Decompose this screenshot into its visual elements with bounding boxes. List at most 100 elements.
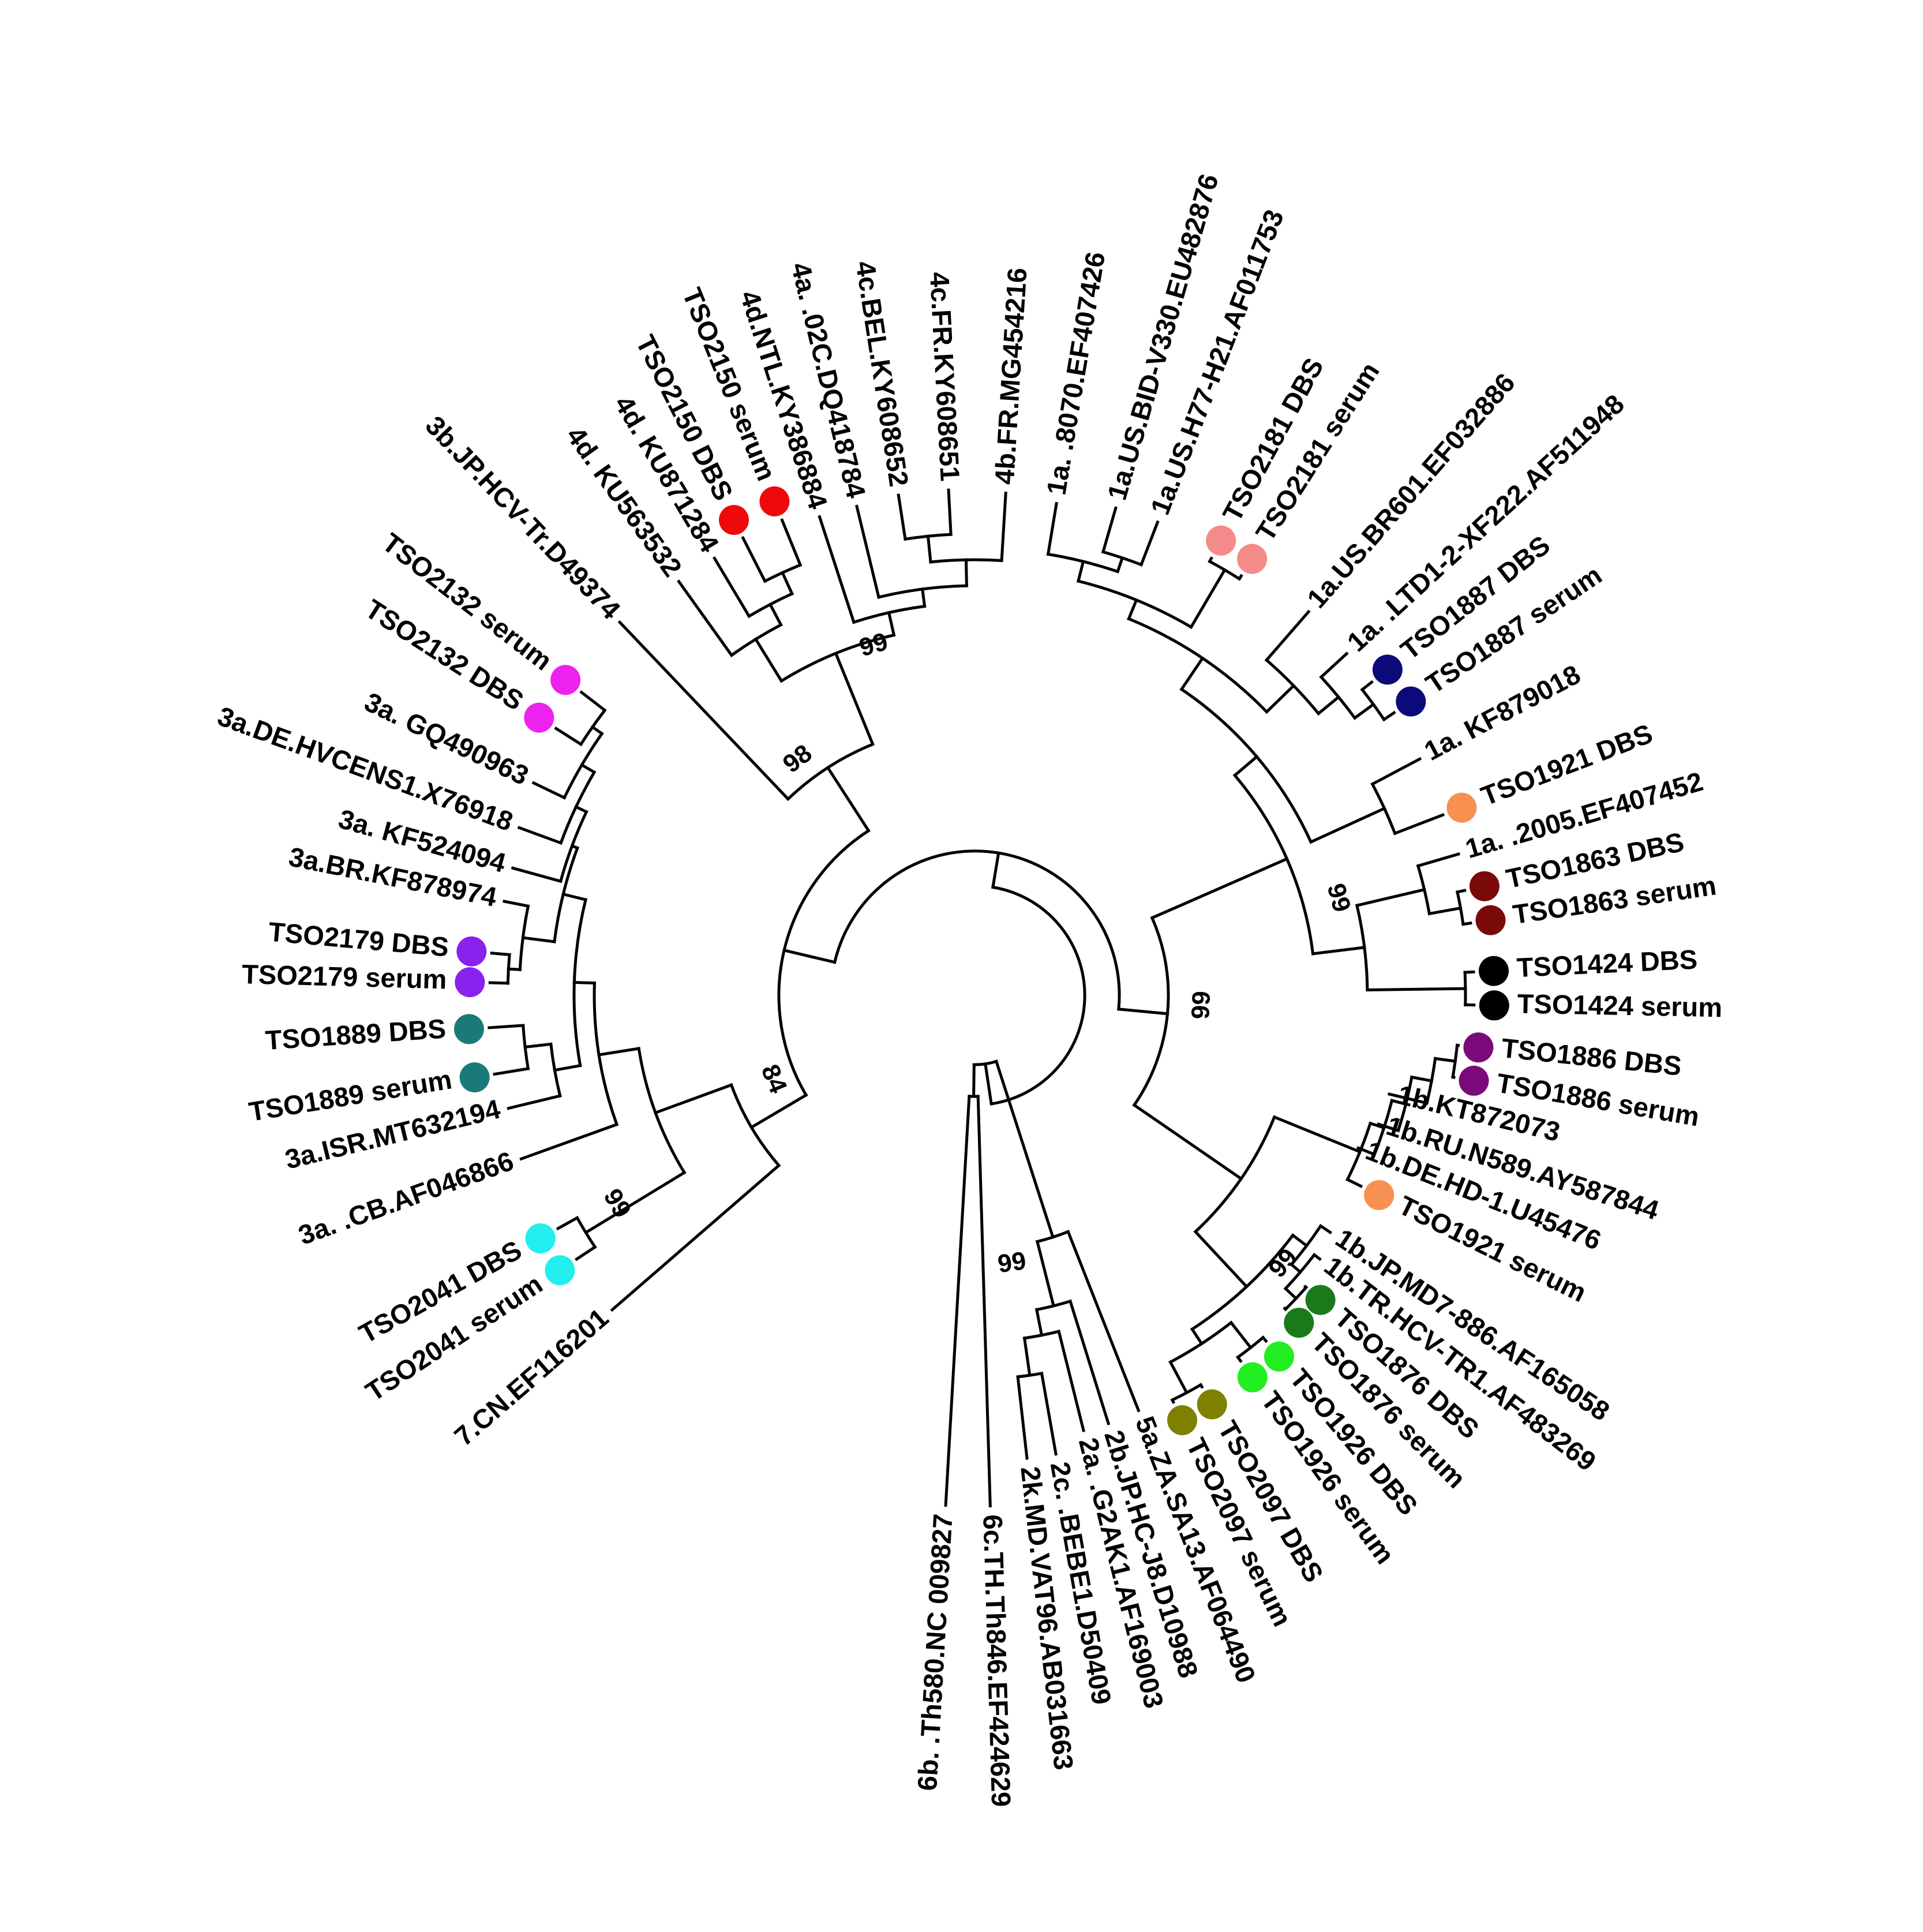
branch-segment: [1390, 1099, 1408, 1106]
branch-segment: [490, 951, 511, 957]
branch-segment: [944, 1095, 971, 1507]
sample-marker: [456, 936, 487, 967]
branch-segment: [834, 652, 875, 746]
branch-arc: [1076, 579, 1193, 630]
branch-segment: [1076, 559, 1085, 583]
branch-arc: [1132, 916, 1170, 1107]
bootstrap-value: 99: [598, 1184, 636, 1223]
branch-segment: [1229, 1320, 1253, 1350]
sample-marker: [1305, 1285, 1336, 1315]
bootstrap-value: 84: [756, 1061, 793, 1098]
branch-arc: [876, 584, 968, 599]
branch-segment: [1356, 1146, 1377, 1156]
branch-arc: [506, 953, 511, 985]
branch-segment: [1116, 556, 1124, 574]
branch-segment: [493, 1067, 530, 1076]
branch-arc: [972, 1059, 998, 1066]
branch-segment: [1370, 757, 1422, 787]
branch-arc: [1232, 773, 1315, 956]
branch-arc: [1345, 1121, 1373, 1182]
branch-segment: [597, 1047, 641, 1057]
branch-segment: [1193, 1229, 1249, 1289]
branch-segment: [1289, 1262, 1303, 1274]
sample-marker: [1446, 792, 1477, 823]
branch-segment: [887, 611, 896, 637]
branch-segment: [1189, 568, 1227, 630]
branch-segment: [1068, 1299, 1111, 1425]
branch-segment: [561, 892, 588, 902]
branch-segment: [712, 556, 751, 619]
branch-arc: [1016, 1372, 1044, 1379]
branch-segment: [782, 948, 837, 964]
sample-marker: [1264, 1341, 1294, 1372]
sample-marker: [459, 1062, 490, 1092]
sample-marker: [719, 505, 749, 535]
branch-arc: [562, 731, 604, 800]
branch-segment: [1377, 1122, 1400, 1133]
sample-marker: [1364, 1180, 1395, 1210]
branch-segment: [1035, 1240, 1056, 1308]
tree-branches: [488, 488, 1476, 1508]
branch-segment: [1360, 680, 1374, 692]
branch-segment: [1456, 889, 1467, 894]
branch-segment: [503, 900, 530, 908]
branch-segment: [768, 602, 783, 627]
branch-arc: [779, 633, 896, 683]
branch-arc: [989, 885, 1086, 1106]
branch-segment: [1311, 946, 1366, 956]
branch-segment: [583, 1170, 687, 1235]
branch-segment: [1393, 813, 1445, 836]
branch-arc: [1208, 559, 1242, 581]
branch-segment: [1433, 1057, 1457, 1063]
branch-arc: [1179, 687, 1313, 844]
branch-arc: [575, 1215, 597, 1249]
branch-segment: [610, 1163, 781, 1312]
branch-segment: [531, 781, 567, 800]
branch-segment: [573, 804, 588, 814]
branch-segment: [1066, 1230, 1141, 1413]
branch-segment: [1000, 491, 1007, 563]
branch-segment: [1168, 1360, 1189, 1395]
branch-arc: [1046, 552, 1120, 574]
branch-segment: [1022, 1336, 1032, 1377]
bootstrap-value: 99: [1322, 881, 1356, 915]
branch-arc: [1170, 1383, 1203, 1402]
branch-segment: [920, 587, 927, 608]
sample-marker: [1167, 1405, 1197, 1436]
branch-arc: [763, 563, 803, 583]
branch-arc: [1355, 904, 1369, 992]
branch-segment: [1057, 1330, 1086, 1432]
branch-segment: [1291, 1233, 1309, 1248]
branch-segment: [1236, 1355, 1243, 1363]
sample-marker: [1479, 956, 1509, 986]
branch-segment: [1461, 921, 1472, 926]
branch-segment: [991, 851, 1000, 889]
branch-segment: [1208, 556, 1213, 564]
branch-segment: [1352, 702, 1375, 720]
branch-arc: [558, 770, 597, 845]
branch-segment: [1264, 683, 1296, 714]
branch-arc: [929, 558, 1003, 564]
branch-segment: [926, 534, 932, 564]
branch-arc: [1236, 1335, 1265, 1360]
branch-segment: [1312, 1252, 1322, 1261]
branch-segment: [1366, 987, 1467, 992]
branch-segment: [1034, 1308, 1044, 1337]
branch-arc: [1372, 1099, 1394, 1156]
sample-marker: [545, 1255, 575, 1286]
sample-marker: [453, 1014, 484, 1044]
branch-segment: [964, 558, 968, 587]
branch-segment: [1387, 1092, 1429, 1105]
branch-segment: [1355, 888, 1426, 908]
branch-segment: [1170, 1398, 1176, 1405]
branch-segment: [749, 1093, 808, 1130]
branch-segment: [947, 488, 953, 536]
branch-arc: [593, 981, 619, 1126]
branch-segment: [653, 1083, 733, 1115]
branch-segment: [1127, 598, 1138, 621]
branch-arc: [549, 1042, 562, 1098]
branch-arc: [572, 898, 588, 1068]
leaf-label: TSO2179 serum: [242, 958, 448, 994]
bootstrap-value: 99: [996, 1246, 1028, 1278]
